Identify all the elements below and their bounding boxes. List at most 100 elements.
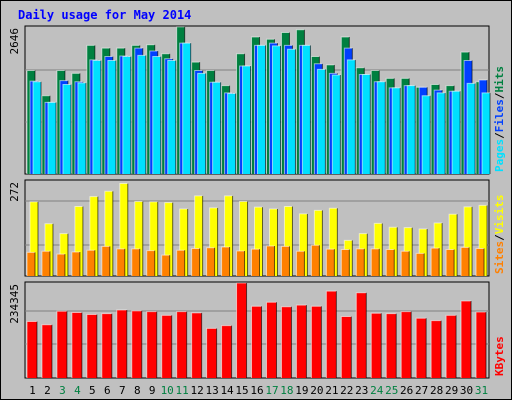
kbytes-day-31-bar: [476, 312, 487, 378]
visits-day-5-bar-highlight: [89, 196, 98, 276]
pages-day-9-bar: [152, 56, 161, 174]
kbytes-legend: KBytes: [493, 336, 506, 376]
files-day-4-bar-highlight: [74, 81, 83, 174]
x-tick-label-day-30: 30: [460, 384, 473, 397]
kbytes-day-30-bar: [461, 300, 472, 378]
hits-day-28-bar-highlight: [430, 84, 440, 174]
kbytes-day-15-bar-highlight: [236, 282, 247, 378]
pages-day-17-bar: [272, 45, 281, 174]
pages-day-2-bar: [47, 102, 56, 174]
sites-day-5-bar-highlight: [86, 249, 95, 276]
pages-day-29-bar-highlight: [451, 90, 461, 174]
kbytes-day-13-bar-highlight: [206, 327, 217, 378]
sites-day-26-bar: [401, 251, 410, 276]
kbytes-day-20-bar: [311, 306, 322, 378]
pages-day-19-bar: [302, 45, 311, 175]
sites-day-20-bar-highlight: [310, 244, 320, 276]
legend-sites: Sites: [493, 241, 506, 274]
sites-day-2-bar-highlight: [41, 250, 50, 276]
hits-day-9-bar-highlight: [146, 44, 155, 174]
pages-day-16-bar-highlight: [257, 44, 266, 174]
hits-day-13-bar-highlight: [206, 70, 215, 174]
x-tick-label-day-28: 28: [430, 384, 443, 397]
pages-day-22-bar: [347, 59, 356, 174]
pages-day-26-bar-highlight: [406, 85, 416, 174]
pages-day-5-bar: [92, 60, 101, 174]
legend-hits: Hits: [493, 66, 506, 93]
hits-day-4-bar-highlight: [71, 72, 80, 174]
hits-day-20-bar-highlight: [310, 56, 320, 174]
hits-day-16-bar-highlight: [251, 36, 260, 174]
kbytes-day-9-bar-highlight: [146, 311, 157, 378]
kbytes-day-19-bar: [296, 305, 307, 378]
x-tick-label-day-13: 13: [205, 384, 218, 397]
kbytes-day-27-bar: [416, 318, 427, 378]
kbytes-day-4-bar-highlight: [71, 311, 82, 378]
kbytes-day-4-bar: [71, 312, 82, 378]
visits-day-4-bar: [74, 206, 83, 276]
sites-day-9-bar: [146, 250, 155, 276]
x-tick-label-day-29: 29: [445, 384, 458, 397]
sites-day-6-bar-highlight: [101, 245, 110, 276]
sites-day-15-bar: [236, 250, 245, 276]
legend-separator: /: [493, 92, 506, 99]
x-tick-label-day-9: 9: [149, 384, 156, 397]
pages-day-6-bar-highlight: [107, 59, 116, 174]
legend-visits: Visits: [493, 195, 506, 235]
pages-day-28-bar-highlight: [436, 92, 446, 174]
pages-day-23-bar: [362, 74, 371, 174]
kbytes-day-29-bar-highlight: [445, 314, 457, 378]
kbytes-day-5-bar: [86, 314, 97, 378]
sites-day-19-bar-highlight: [295, 250, 305, 276]
visits-day-17-bar: [269, 208, 278, 276]
pages-day-20-bar-highlight: [316, 68, 326, 174]
files-day-28-bar-highlight: [433, 89, 443, 174]
hits-day-10-bar-highlight: [161, 53, 170, 174]
kbytes-day-26-bar-highlight: [400, 311, 412, 378]
kbytes-day-6-bar: [101, 313, 112, 378]
pages-day-30-bar-highlight: [466, 82, 476, 174]
sites-day-20-bar: [311, 245, 320, 276]
kbytes-day-1-bar: [27, 321, 37, 378]
sites-day-23-bar: [356, 248, 365, 276]
kbytes-day-15-bar: [236, 282, 247, 378]
sites-day-31-bar-highlight: [475, 247, 485, 276]
sites-day-27-bar-highlight: [415, 252, 425, 276]
files-day-30-bar-highlight: [463, 59, 473, 174]
chart-title: Daily usage for May 2014: [18, 8, 191, 22]
sites-day-2-bar: [41, 251, 50, 276]
sites-day-31-bar: [476, 248, 485, 276]
hits-day-18-bar-highlight: [280, 31, 290, 174]
legend-kbytes: KBytes: [493, 336, 506, 376]
pages-day-11-bar-highlight: [182, 42, 191, 174]
sites-day-17-bar-highlight: [265, 245, 275, 276]
kbytes-day-22-bar-highlight: [340, 316, 352, 378]
pages-day-31-bar: [482, 92, 491, 174]
pages-day-25-bar-highlight: [391, 87, 401, 174]
kbytes-day-14-bar: [221, 325, 232, 378]
kbytes-day-7-bar-highlight: [116, 309, 127, 378]
x-tick-label-day-4: 4: [74, 384, 81, 397]
kbytes-day-23-bar: [356, 292, 367, 378]
pages-day-13-bar-highlight: [212, 81, 221, 174]
pages-day-18-bar: [287, 49, 296, 175]
kbytes-day-17-bar: [266, 302, 277, 378]
pages-day-24-bar-highlight: [376, 81, 386, 174]
pages-day-12-bar: [197, 73, 206, 174]
hits-day-21-bar-highlight: [325, 64, 335, 174]
hits-day-5-bar-highlight: [86, 44, 95, 174]
kbytes-day-3-bar: [56, 311, 67, 378]
sites-day-15-bar-highlight: [236, 250, 245, 276]
pages-day-8-bar: [137, 55, 146, 174]
kbytes-day-12-bar: [191, 312, 202, 378]
hits-day-22-bar-highlight: [340, 36, 350, 174]
files-day-10-bar-highlight: [164, 58, 173, 174]
pages-day-30-bar: [467, 83, 476, 174]
hits-day-17-bar-highlight: [265, 38, 275, 174]
x-tick-label-day-26: 26: [400, 384, 413, 397]
pages-day-1-bar-highlight: [32, 81, 41, 174]
kbytes-day-3-bar-highlight: [56, 310, 67, 378]
files-day-1-bar-highlight: [29, 80, 38, 174]
kbytes-ymax-label: 234345: [8, 284, 21, 324]
kbytes-day-18-bar-highlight: [280, 306, 292, 378]
